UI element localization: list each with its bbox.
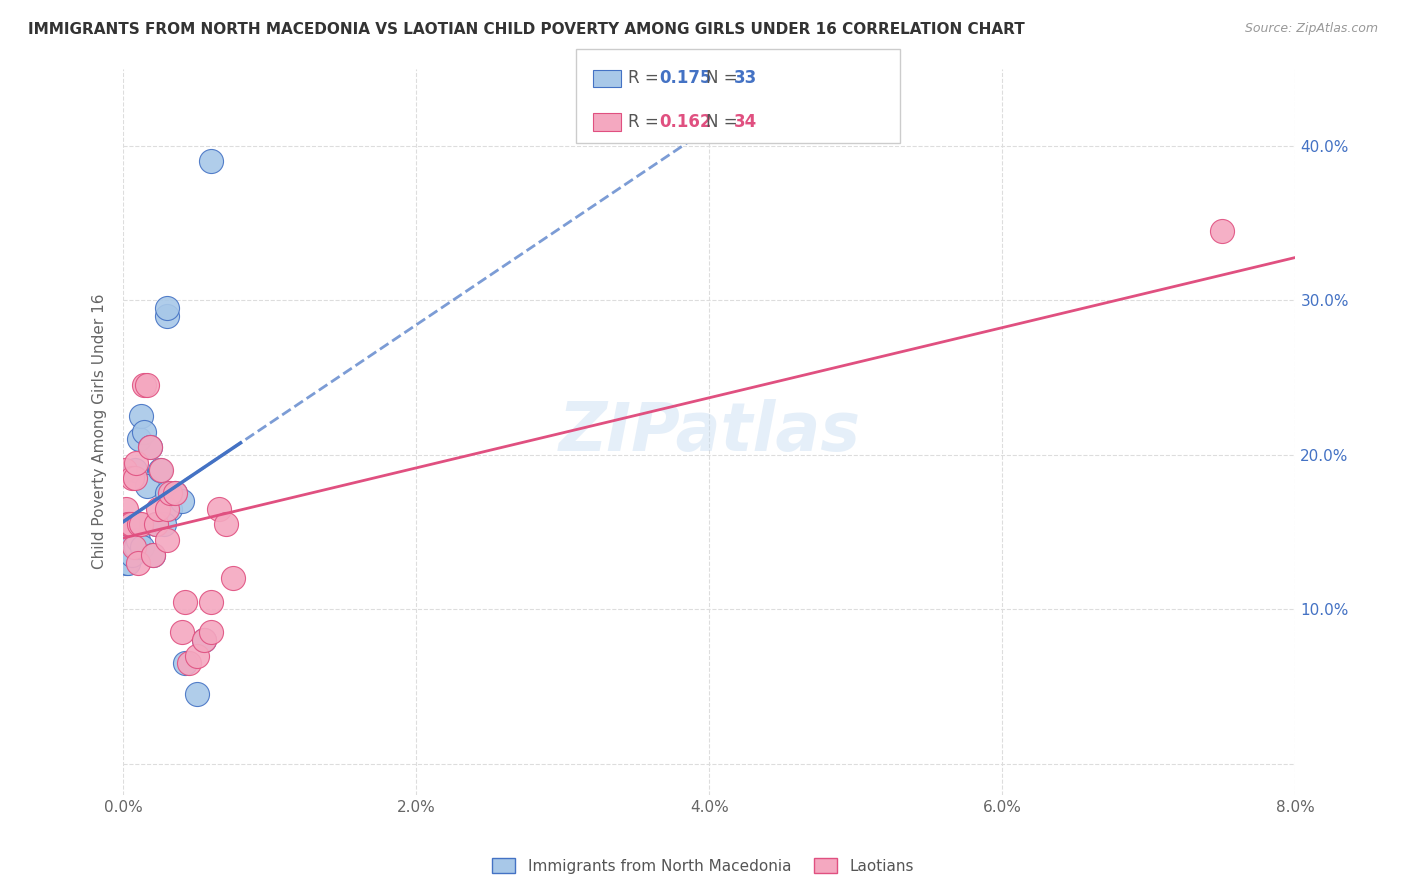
Point [117,517,139,532]
Point [115,533,138,547]
Point [125,541,148,555]
Point [124,463,146,477]
Point [159,486,181,500]
Point [118,517,141,532]
Point [170,494,193,508]
Point [142,548,165,562]
Point [125,456,148,470]
Text: R =: R = [628,113,665,131]
Text: ZIPatlas: ZIPatlas [558,399,860,465]
Point [156,533,179,547]
Point [186,687,208,701]
Point [115,556,138,570]
Point [127,556,149,570]
Point [124,471,146,485]
Point [145,517,167,532]
Point [173,594,195,608]
Point [128,517,150,532]
Point [122,517,145,532]
Point [142,548,165,562]
Text: N =: N = [706,113,742,131]
Point [131,541,153,555]
Point [222,571,245,585]
Point [173,657,195,671]
Text: 0.162: 0.162 [659,113,711,131]
Text: R =: R = [628,70,665,87]
Y-axis label: Child Poverty Among Girls Under 16: Child Poverty Among Girls Under 16 [93,293,107,569]
Point [207,501,229,516]
Point [135,478,157,492]
Point [150,463,173,477]
Point [121,548,143,562]
Point [179,657,201,671]
Text: IMMIGRANTS FROM NORTH MACEDONIA VS LAOTIAN CHILD POVERTY AMONG GIRLS UNDER 16 CO: IMMIGRANTS FROM NORTH MACEDONIA VS LAOTI… [28,22,1025,37]
Point [163,486,186,500]
Point [117,533,139,547]
Point [156,301,179,315]
Text: Source: ZipAtlas.com: Source: ZipAtlas.com [1244,22,1378,36]
Point [138,440,160,454]
Point [115,501,138,516]
Point [118,517,141,532]
Point [117,556,139,570]
Point [163,486,186,500]
Point [149,463,172,477]
Point [159,501,181,516]
Point [200,594,222,608]
Text: N =: N = [706,70,742,87]
Point [156,486,179,500]
Point [200,154,222,169]
Text: 34: 34 [734,113,758,131]
Point [114,517,136,532]
Point [193,633,215,648]
Point [129,517,152,532]
Legend: Immigrants from North Macedonia, Laotians: Immigrants from North Macedonia, Laotian… [486,852,920,880]
Point [132,425,155,439]
Point [170,625,193,640]
Text: 33: 33 [734,70,758,87]
Point [186,648,208,663]
Point [120,517,142,532]
Point [121,517,143,532]
Point [200,625,222,640]
Point [215,517,238,532]
Text: 0.175: 0.175 [659,70,711,87]
Point [156,309,179,323]
Point [120,533,142,547]
Point [114,463,136,477]
Point [193,633,215,648]
Point [121,471,143,485]
Point [138,440,160,454]
Point [153,517,176,532]
Point [135,378,157,392]
Point [1211,224,1233,238]
Point [145,517,167,532]
Point [122,541,145,555]
Point [148,501,170,516]
Point [129,409,152,424]
Point [156,501,179,516]
Point [128,433,150,447]
Point [127,533,149,547]
Point [132,378,155,392]
